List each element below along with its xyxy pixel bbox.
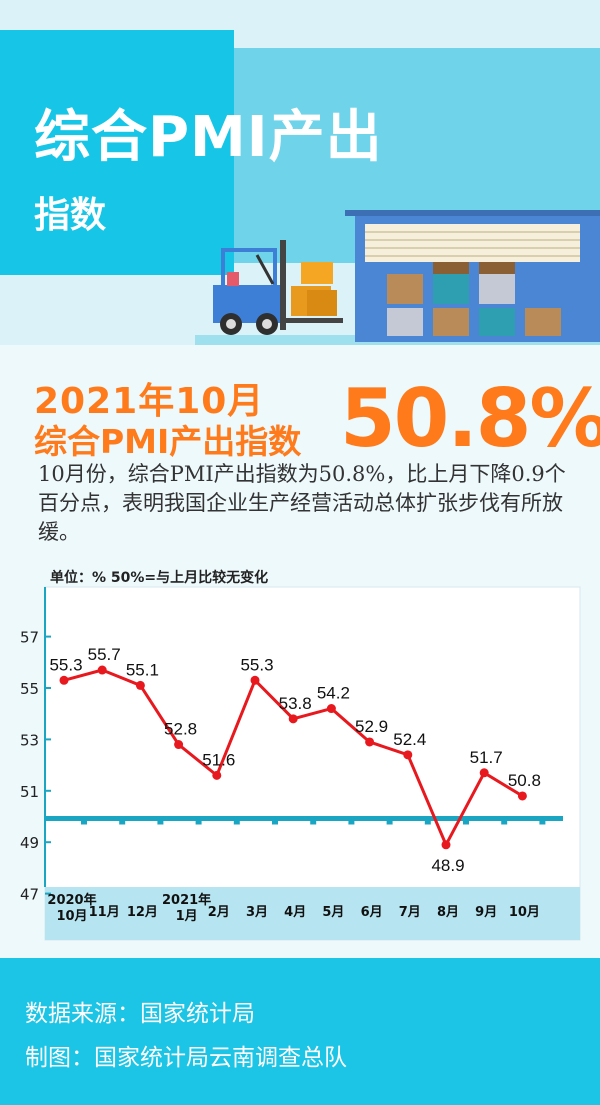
x-tick-label: 2020年 10月 [47, 892, 96, 924]
baseline-tick [501, 820, 508, 825]
baseline-tick [119, 820, 126, 825]
unit-note: 单位：% 50%=与上月比较无变化 [50, 569, 268, 586]
data-label: 50.8 [508, 771, 541, 790]
x-tick-label: 10月 [509, 905, 540, 920]
headline-indicator: 综合PMI产出指数 [34, 422, 302, 461]
data-point [174, 740, 184, 750]
data-point [135, 680, 145, 690]
x-axis-band [45, 887, 580, 940]
data-label: 51.7 [470, 748, 503, 767]
headline-value: 50.8% [340, 372, 600, 465]
data-label: 55.3 [49, 655, 82, 674]
page-subtitle: 指数 [34, 195, 107, 236]
data-source: 数据来源：国家统计局 [25, 1001, 255, 1027]
data-label: 53.8 [279, 694, 312, 713]
data-point [403, 750, 413, 760]
data-point [212, 770, 222, 780]
data-point [479, 768, 489, 778]
description-text: 10月份，综合PMI产出指数为50.8%，比上月下降0.9个百分点，表明我国企业… [38, 462, 566, 544]
baseline-tick [348, 820, 355, 825]
pmi-line-chart: 单位：% 50%=与上月比较无变化 57 55 53 51 49 47 55.3 55.7 5… [20, 569, 581, 941]
y-tick-label: 51 [20, 783, 39, 801]
y-tick-label: 55 [20, 680, 39, 698]
baseline-tick [310, 820, 317, 825]
data-point [517, 791, 527, 801]
y-tick-label: 53 [20, 731, 39, 749]
data-label: 48.9 [431, 856, 464, 875]
x-tick-label: 7月 [399, 905, 421, 920]
chart-credit: 制图：国家统计局云南调查总队 [25, 1045, 347, 1071]
page-title: 综合PMI产出 [34, 105, 383, 170]
x-tick-label: 8月 [437, 905, 459, 920]
baseline-tick [272, 820, 278, 825]
data-label: 55.1 [126, 660, 159, 679]
data-point [326, 704, 336, 714]
data-point [441, 840, 451, 850]
x-tick-label: 11月 [89, 905, 120, 920]
baseline-tick [463, 820, 469, 825]
data-point [288, 714, 298, 724]
data-label: 52.8 [164, 720, 197, 739]
x-tick-label: 2月 [208, 905, 230, 920]
baseline-tick [539, 820, 546, 825]
data-label: 55.3 [240, 655, 273, 674]
y-tick-label: 47 [20, 886, 39, 904]
y-tick-label: 49 [20, 834, 39, 852]
plot-area [44, 586, 581, 941]
data-point [365, 737, 375, 747]
data-label: 52.9 [355, 717, 388, 736]
footer [0, 958, 600, 1105]
data-point [250, 675, 260, 685]
baseline-tick [424, 820, 431, 825]
x-tick-label: 2021年 1月 [162, 892, 211, 924]
warehouse-forklift-illustration [195, 210, 600, 345]
x-tick-label: 12月 [127, 905, 158, 920]
data-label: 51.6 [202, 750, 235, 769]
x-tick-label: 3月 [246, 905, 268, 920]
baseline-tick [157, 820, 164, 825]
data-point [97, 665, 107, 675]
baseline-tick [233, 820, 240, 825]
x-tick-label: 5月 [322, 905, 344, 920]
data-label: 55.7 [88, 645, 121, 664]
baseline-tick [386, 820, 393, 825]
x-tick-label: 4月 [284, 905, 306, 920]
baseline-tick [195, 820, 202, 825]
data-point [59, 675, 69, 685]
y-tick-label: 57 [20, 629, 39, 647]
data-label: 54.2 [317, 684, 350, 703]
headline-period: 2021年10月 [34, 381, 265, 422]
data-label: 52.4 [393, 730, 426, 749]
header-title-card [0, 30, 234, 275]
baseline-tick [81, 820, 87, 825]
x-tick-label: 9月 [475, 905, 497, 920]
x-tick-label: 6月 [361, 905, 383, 920]
